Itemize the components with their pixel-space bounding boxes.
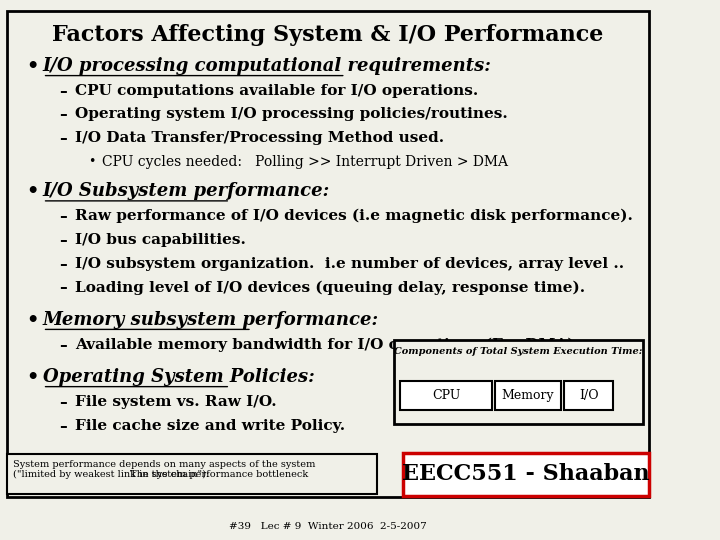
Text: –: – <box>59 418 67 434</box>
Text: I/O: I/O <box>579 389 598 402</box>
Text: I/O subsystem organization.  i.e number of devices, array level ..: I/O subsystem organization. i.e number o… <box>76 256 624 271</box>
Text: •: • <box>26 182 39 201</box>
Text: •: • <box>26 57 39 76</box>
Text: I/O Data Transfer/Processing Method used.: I/O Data Transfer/Processing Method used… <box>76 131 444 145</box>
Text: –: – <box>59 338 67 353</box>
Text: –: – <box>59 280 67 295</box>
Text: I/O bus capabilities.: I/O bus capabilities. <box>76 233 246 247</box>
Text: •: • <box>89 155 96 168</box>
FancyBboxPatch shape <box>403 453 649 496</box>
FancyBboxPatch shape <box>6 454 377 494</box>
Text: System performance depends on many aspects of the system: System performance depends on many aspec… <box>13 460 315 469</box>
Text: –: – <box>59 395 67 410</box>
FancyBboxPatch shape <box>400 381 492 410</box>
FancyBboxPatch shape <box>495 381 561 410</box>
Text: EECC551 - Shaaban: EECC551 - Shaaban <box>402 463 650 485</box>
Text: –: – <box>59 107 67 123</box>
Text: ("limited by weakest link in the chain"):: ("limited by weakest link in the chain")… <box>13 470 215 479</box>
Text: Raw performance of I/O devices (i.e magnetic disk performance).: Raw performance of I/O devices (i.e magn… <box>76 209 634 224</box>
Text: I/O Subsystem performance:: I/O Subsystem performance: <box>42 182 330 200</box>
Text: Operating System Policies:: Operating System Policies: <box>42 368 315 386</box>
Text: CPU computations available for I/O operations.: CPU computations available for I/O opera… <box>76 84 479 98</box>
Text: Memory: Memory <box>502 389 554 402</box>
Text: Factors Affecting System & I/O Performance: Factors Affecting System & I/O Performan… <box>53 24 603 46</box>
Text: File system vs. Raw I/O.: File system vs. Raw I/O. <box>76 395 277 409</box>
Text: Components of Total System Execution Time:: Components of Total System Execution Tim… <box>394 347 642 356</box>
Text: I/O processing computational requirements:: I/O processing computational requirement… <box>42 57 492 75</box>
Text: Available memory bandwidth for I/O operations (For DMA): Available memory bandwidth for I/O opera… <box>76 338 575 352</box>
Text: File cache size and write Policy.: File cache size and write Policy. <box>76 418 346 433</box>
Text: CPU cycles needed:   Polling >> Interrupt Driven > DMA: CPU cycles needed: Polling >> Interrupt … <box>102 155 508 169</box>
Text: •: • <box>26 310 39 329</box>
Text: •: • <box>26 368 39 387</box>
Text: –: – <box>59 84 67 99</box>
FancyBboxPatch shape <box>394 340 643 424</box>
Text: Memory subsystem performance:: Memory subsystem performance: <box>42 310 379 328</box>
Text: CPU: CPU <box>432 389 460 402</box>
Text: –: – <box>59 256 67 272</box>
Text: –: – <box>59 233 67 248</box>
Text: The system performance bottleneck: The system performance bottleneck <box>130 470 308 479</box>
Text: Loading level of I/O devices (queuing delay, response time).: Loading level of I/O devices (queuing de… <box>76 280 585 295</box>
FancyBboxPatch shape <box>6 11 649 497</box>
Text: –: – <box>59 209 67 224</box>
Text: Operating system I/O processing policies/routines.: Operating system I/O processing policies… <box>76 107 508 122</box>
Text: –: – <box>59 131 67 146</box>
FancyBboxPatch shape <box>564 381 613 410</box>
Text: #39   Lec # 9  Winter 2006  2-5-2007: #39 Lec # 9 Winter 2006 2-5-2007 <box>229 522 427 531</box>
